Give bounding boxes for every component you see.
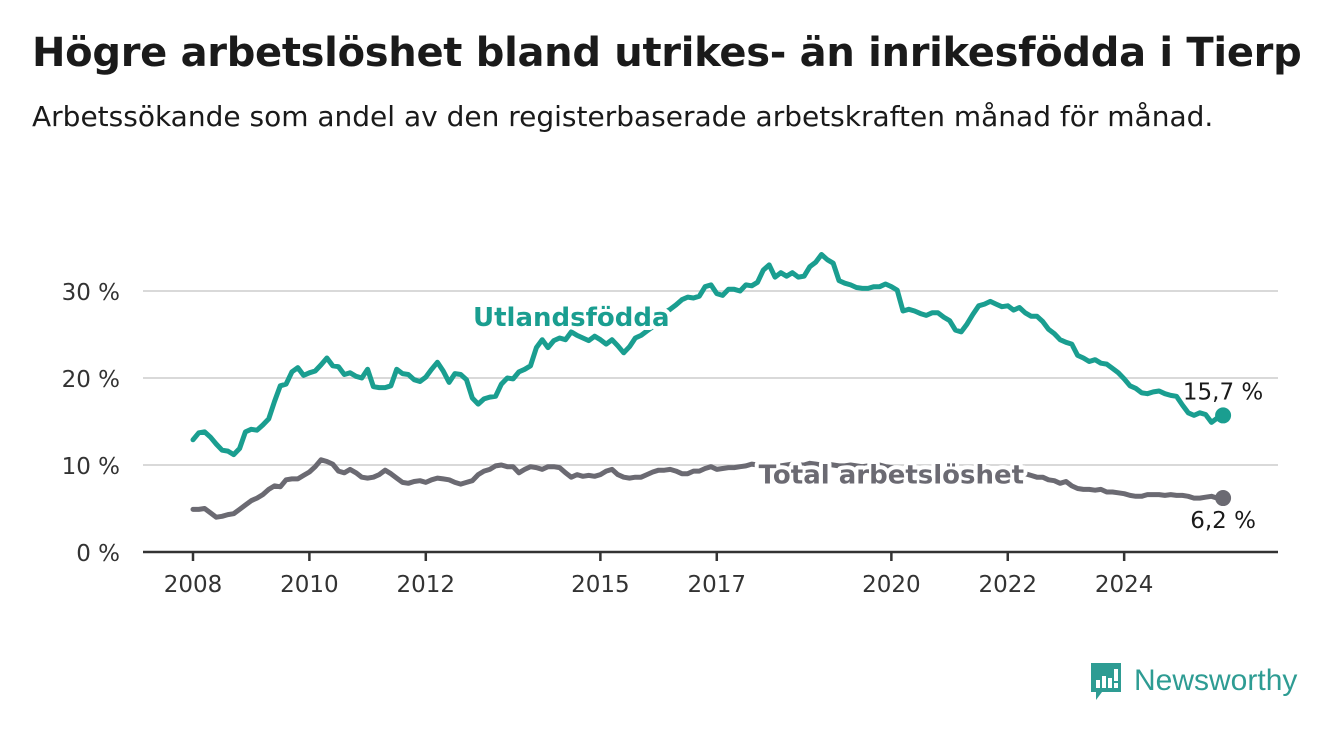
x-tick-label-2012: 2012 (397, 572, 456, 598)
newsworthy-logo: Newsworthy (1088, 660, 1297, 702)
series-labels: 15,7 % 6,2 % Utlandsfödda Total arbetslöshe… (469, 299, 1263, 534)
end-label-total-arbetsl-shet: 6,2 % (1190, 508, 1256, 534)
y-tick-label-0: 0 % (76, 541, 120, 567)
series-lines (190, 252, 1232, 520)
end-label-utlandsf-dda: 15,7 % (1183, 379, 1263, 405)
series-line-utlandsf-dda (190, 252, 1226, 458)
chart-subtitle: Arbetssökande som andel av den registerb… (32, 100, 1214, 133)
x-tick-label-2015: 2015 (571, 572, 630, 598)
x-tick-label-2010: 2010 (280, 572, 339, 598)
end-point-total-arbetsl-shet (1215, 490, 1232, 507)
series-label-utlandsf-dda: Utlandsfödda (473, 303, 670, 333)
brand-name: Newsworthy (1134, 664, 1298, 697)
x-axis: 2008 2010 2012 2015 2017 2020 2022 2024 (143, 550, 1278, 598)
series-line-total-arbetsl-shet (190, 457, 1226, 520)
y-tick-label-30: 30 % (62, 280, 120, 306)
bar-chart-logo-icon (1091, 663, 1121, 700)
y-tick-label-10: 10 % (62, 454, 120, 480)
y-tick-label-20: 20 % (62, 367, 120, 393)
x-tick-label-2020: 2020 (862, 572, 921, 598)
y-axis: 0 % 10 % 20 % 30 % (62, 280, 120, 567)
x-tick-label-2024: 2024 (1095, 572, 1154, 598)
x-tick-label-2017: 2017 (688, 572, 747, 598)
x-tick-label-2022: 2022 (978, 572, 1037, 598)
chart-title: Högre arbetslöshet bland utrikes- än inr… (32, 30, 1302, 76)
series-label-total-arbetsl-shet: Total arbetslöshet (759, 460, 1024, 490)
grid-lines (143, 290, 1278, 466)
end-point-utlandsf-dda (1215, 407, 1232, 424)
x-tick-label-2008: 2008 (164, 572, 223, 598)
